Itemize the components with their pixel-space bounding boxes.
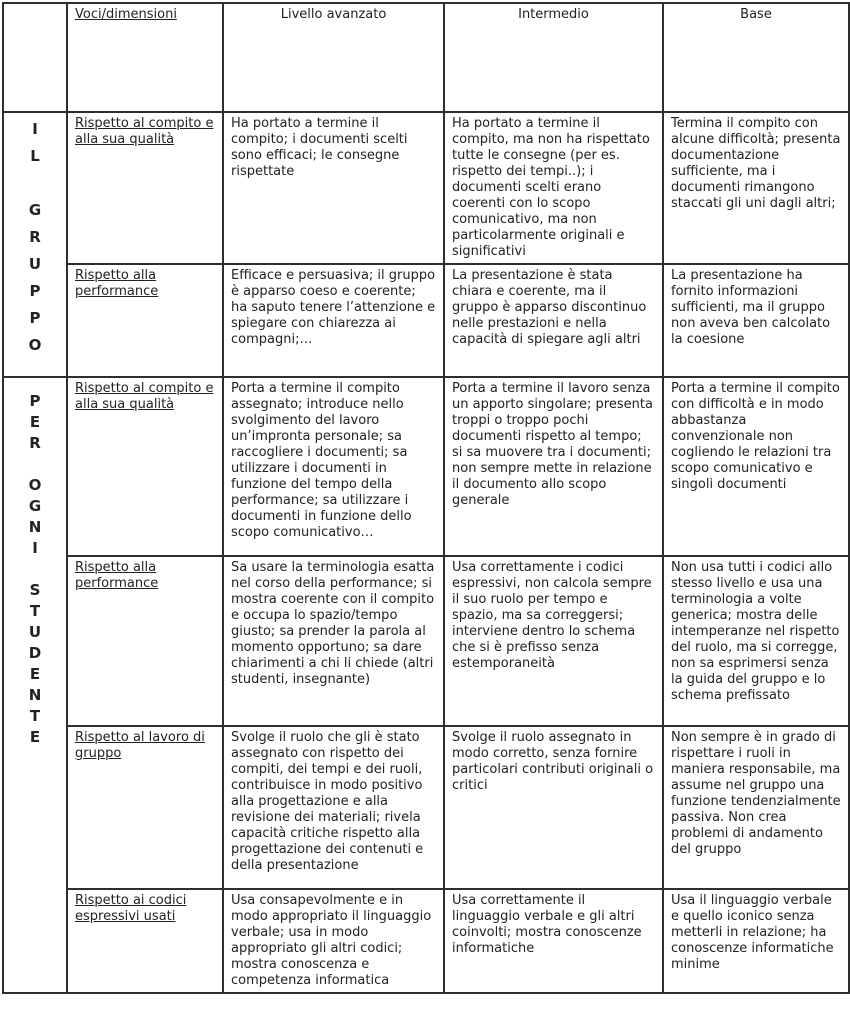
base-cell: Non usa tutti i codici allo stesso livel… [662, 555, 850, 727]
intermedio-cell: Svolge il ruolo assegnato in modo corret… [443, 725, 664, 890]
avanzato-cell: Porta a termine il compito assegnato; in… [222, 376, 445, 557]
intermedio-cell: Porta a termine il lavoro senza un appor… [443, 376, 664, 557]
intermedio-cell: Usa correttamente il linguaggio verbale … [443, 888, 664, 994]
column-header-voci-dimensioni: Voci/dimensioni [66, 2, 224, 113]
section-label-per-ogni-studente: P E R O G N I S T U D E N T E [2, 376, 68, 994]
dimension-cell: Rispetto al lavoro di gruppo [66, 725, 224, 890]
base-cell: Termina il compito con alcune difficoltà… [662, 111, 850, 265]
voci-dimensioni-label: Voci/dimensioni [75, 7, 177, 22]
avanzato-cell: Usa consapevolmente e in modo appropriat… [222, 888, 445, 994]
dimension-cell: Rispetto alla performance [66, 555, 224, 727]
evaluation-rubric-table: Voci/dimensioni Livello avanzato Interme… [2, 2, 850, 994]
intermedio-cell: Ha portato a termine il compito, ma non … [443, 111, 664, 265]
base-cell: Usa il linguaggio verbale e quello iconi… [662, 888, 850, 994]
table-row: P E R O G N I S T U D E N T E Rispetto a… [2, 376, 850, 994]
intermedio-cell: Usa correttamente i codici espressivi, n… [443, 555, 664, 727]
table-row: Rispetto alla performance Sa usare la te… [3, 555, 850, 727]
section-label-il-gruppo: I L G R U P P O [2, 111, 68, 378]
column-header-base: Base [662, 2, 850, 113]
avanzato-cell: Efficace e persuasiva; il gruppo è appar… [222, 263, 445, 378]
intermedio-cell: La presentazione è stata chiara e coeren… [443, 263, 664, 378]
dimension-cell: Rispetto alla performance [66, 263, 224, 378]
column-header-livello-avanzato: Livello avanzato [222, 2, 445, 113]
avanzato-cell: Svolge il ruolo che gli è stato assegnat… [222, 725, 445, 890]
base-cell: Non sempre è in grado di rispettare i ru… [662, 725, 850, 890]
table-row: Rispetto al lavoro di gruppo Svolge il r… [3, 725, 850, 890]
dimension-cell: Rispetto ai codici espressivi usati [66, 888, 224, 994]
corner-cell [2, 2, 68, 113]
dimension-cell: Rispetto al compito e alla sua qualità [66, 376, 224, 557]
base-cell: La presentazione ha fornito informazioni… [662, 263, 850, 378]
base-cell: Porta a termine il compito con difficolt… [662, 376, 850, 557]
column-header-intermedio: Intermedio [443, 2, 664, 113]
dimension-cell: Rispetto al compito e alla sua qualità [66, 111, 224, 265]
table-header-row: Voci/dimensioni Livello avanzato Interme… [2, 2, 850, 113]
avanzato-cell: Ha portato a termine il compito; i docum… [222, 111, 445, 265]
avanzato-cell: Sa usare la terminologia esatta nel cors… [222, 555, 445, 727]
table-row: Rispetto ai codici espressivi usati Usa … [3, 888, 850, 994]
table-row: Rispetto alla performance Efficace e per… [3, 263, 850, 378]
table-row: I L G R U P P O Rispetto al compito e al… [2, 111, 850, 378]
